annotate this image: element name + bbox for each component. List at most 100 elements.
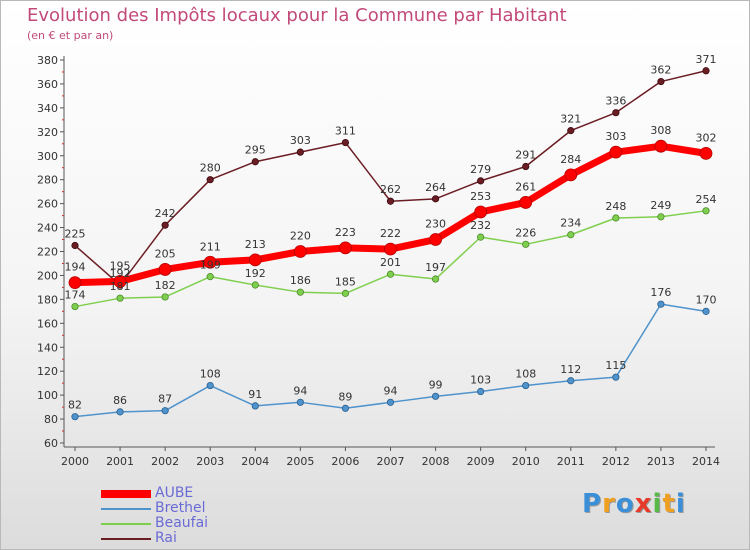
x-tick-label: 2005	[286, 455, 314, 468]
data-label-aube: 195	[110, 259, 131, 272]
data-point-brethel	[431, 392, 440, 400]
y-tick-label: 60	[44, 437, 58, 450]
data-label-rai: 280	[200, 162, 221, 175]
data-point-rai	[477, 177, 485, 185]
data-label-brethel: 86	[113, 394, 127, 407]
logo-letter: P	[582, 489, 603, 519]
data-label-brethel: 176	[650, 286, 671, 299]
data-label-brethel: 91	[248, 388, 262, 401]
data-label-beaufai: 226	[515, 226, 536, 239]
data-label-beaufai: 232	[470, 219, 491, 232]
data-point-beaufai	[612, 214, 620, 222]
x-tick-label: 2002	[151, 455, 179, 468]
data-point-rai	[161, 221, 169, 229]
data-point-brethel	[341, 404, 350, 412]
data-label-beaufai: 254	[696, 193, 717, 206]
legend-label: Brethel	[155, 500, 206, 516]
data-point-beaufai	[206, 273, 214, 281]
data-label-beaufai: 186	[290, 274, 311, 287]
data-point-aube	[609, 145, 623, 159]
data-label-rai: 225	[65, 228, 86, 241]
data-point-brethel	[386, 398, 395, 406]
data-label-rai: 295	[245, 144, 266, 157]
data-label-beaufai: 234	[560, 217, 581, 230]
data-label-beaufai: 174	[65, 289, 86, 302]
data-point-aube	[113, 275, 127, 288]
data-label-beaufai: 248	[605, 200, 626, 213]
data-label-aube: 220	[290, 230, 311, 243]
data-label-brethel: 94	[384, 384, 398, 397]
y-tick-label: 180	[37, 293, 58, 306]
data-point-rai	[386, 197, 395, 205]
y-tick-label: 360	[37, 78, 58, 91]
data-point-rai	[251, 158, 259, 166]
data-label-beaufai: 199	[200, 259, 221, 272]
data-point-aube	[474, 205, 488, 219]
y-tick-label: 140	[37, 341, 58, 354]
data-label-brethel: 108	[200, 368, 221, 381]
data-label-brethel: 99	[429, 378, 443, 391]
data-point-brethel	[251, 402, 259, 410]
x-tick-label: 2003	[196, 455, 224, 468]
data-label-brethel: 82	[68, 399, 82, 412]
data-point-aube	[429, 233, 442, 246]
logo-letter: t	[662, 489, 676, 519]
legend-swatch	[101, 490, 151, 498]
y-tick-label: 220	[37, 246, 58, 259]
x-tick-label: 2014	[692, 455, 720, 468]
data-point-rai	[431, 195, 440, 203]
data-label-aube: 230	[425, 218, 446, 231]
y-tick-label: 120	[37, 365, 58, 378]
data-point-aube	[519, 196, 533, 209]
data-point-rai	[206, 176, 214, 184]
data-point-rai	[657, 77, 665, 86]
data-label-rai: 321	[560, 113, 581, 126]
legend-label: Rai	[155, 530, 177, 546]
proxiti-logo: Proxiti	[582, 489, 686, 519]
chart-legend: AUBE Brethel Beaufai Rai	[101, 486, 261, 546]
data-label-rai: 362	[650, 64, 671, 77]
y-tick-label: 340	[37, 102, 58, 115]
x-tick-label: 2009	[467, 455, 495, 468]
data-point-brethel	[567, 377, 575, 385]
data-label-aube: 222	[380, 227, 401, 240]
data-label-rai: 192	[110, 267, 131, 280]
data-point-beaufai	[251, 281, 259, 289]
chart-subtitle: (en € et par an)	[27, 29, 114, 42]
data-label-rai: 291	[515, 149, 536, 162]
data-label-beaufai: 197	[425, 261, 446, 274]
data-label-aube: 308	[650, 124, 671, 137]
data-label-rai: 264	[425, 181, 446, 194]
legend-item-rai: Rai	[101, 531, 261, 546]
data-label-aube: 213	[245, 238, 266, 251]
data-point-rai	[522, 162, 530, 171]
data-point-brethel	[612, 373, 620, 381]
x-tick-label: 2001	[106, 455, 134, 468]
x-tick-label: 2011	[557, 455, 585, 468]
data-point-brethel	[116, 408, 124, 416]
data-label-brethel: 112	[560, 363, 581, 376]
data-point-rai	[296, 148, 304, 156]
data-label-aube: 284	[560, 153, 581, 166]
data-label-brethel: 108	[515, 368, 536, 381]
data-point-beaufai	[567, 231, 575, 239]
y-tick-label: 300	[37, 150, 58, 163]
x-tick-label: 2010	[512, 455, 540, 468]
data-label-rai: 336	[605, 95, 626, 108]
data-point-beaufai	[341, 289, 350, 297]
x-tick-label: 2008	[422, 455, 450, 468]
logo-letter: i	[652, 489, 663, 519]
legend-item-brethel: Brethel	[101, 501, 261, 516]
data-label-beaufai: 181	[110, 280, 131, 293]
y-tick-label: 320	[37, 126, 58, 139]
data-label-aube: 223	[335, 226, 356, 239]
data-label-beaufai: 185	[335, 275, 356, 288]
logo-letter: x	[634, 489, 653, 519]
data-point-brethel	[161, 407, 169, 415]
data-point-brethel	[702, 307, 710, 315]
x-tick-label: 2006	[331, 455, 359, 468]
data-point-rai	[612, 109, 620, 117]
data-point-brethel	[477, 387, 485, 396]
data-label-brethel: 115	[605, 359, 626, 372]
